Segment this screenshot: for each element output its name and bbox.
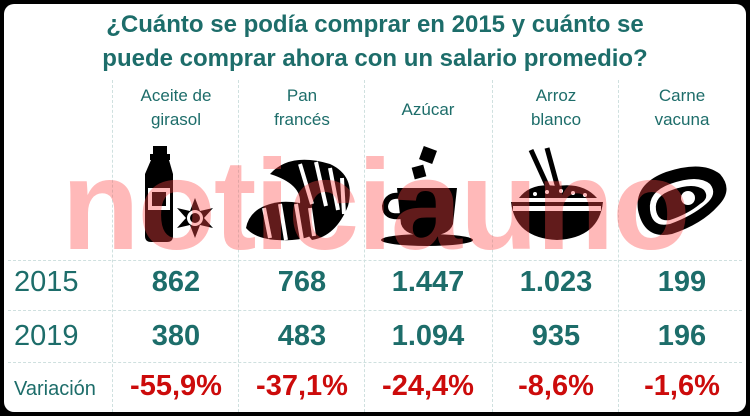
page-title: ¿Cuánto se podía comprar en 2015 y cuánt… [4,8,746,76]
table-cell: 1.094 [391,320,465,352]
oil-bottle-icon [114,144,238,248]
column-header-line: Pan [286,86,318,105]
variation-cell: -8,6% [518,370,594,402]
table-cell: 483 [277,320,327,352]
grid-hline [8,310,742,311]
variation-cell: -55,9% [130,370,222,402]
column-header-line: Aceite de [140,86,212,105]
grid-hline [8,362,742,363]
grid-vline [238,80,239,412]
column-header-carne: Carne vacuna [620,84,744,132]
column-header-line: Arroz [535,86,577,105]
infographic-card: ¿Cuánto se podía comprar en 2015 y cuánt… [4,4,746,412]
table-cell: 768 [277,266,327,298]
table-cell: 196 [657,320,707,352]
column-header-line: vacuna [654,110,710,129]
title-line-1: ¿Cuánto se podía comprar en 2015 y cuánt… [106,11,644,38]
variation-cell: -24,4% [382,370,474,402]
grid-vline [364,80,365,412]
column-header-aceite: Aceite de girasol [114,84,238,132]
column-header-pan: Pan francés [240,84,364,132]
table-cell: 862 [151,266,201,298]
bread-icon [240,144,364,248]
table-cell: 199 [657,266,707,298]
rice-bowl-icon [494,144,618,248]
grid-vline [112,80,113,412]
column-header-arroz: Arroz blanco [494,84,618,132]
row-label-variacion: Variación [14,378,96,400]
table-cell: 380 [151,320,201,352]
row-label-2019: 2019 [14,320,79,352]
grid-hline [8,260,742,261]
column-header-line: Carne [658,86,706,105]
grid-vline [618,80,619,412]
column-header-line: francés [274,110,330,129]
variation-cell: -37,1% [256,370,348,402]
column-header-line: girasol [150,110,202,129]
steak-icon [620,144,744,248]
column-header-line: Azúcar [401,100,455,119]
table-cell: 1.447 [391,266,465,298]
title-line-2: puede comprar ahora con un salario prome… [102,45,648,72]
coffee-cup-sugar-icon [366,144,490,248]
column-header-azucar: Azúcar [366,98,490,122]
variation-cell: -1,6% [644,370,720,402]
table-cell: 935 [531,320,581,352]
grid-vline [492,80,493,412]
table-cell: 1.023 [519,266,593,298]
row-label-2015: 2015 [14,266,79,298]
column-header-line: blanco [530,110,582,129]
